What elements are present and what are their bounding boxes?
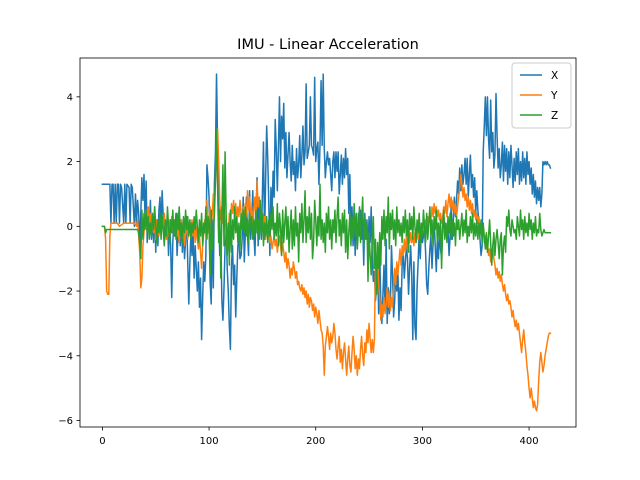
y-tick-label: 0 <box>67 222 73 233</box>
y-tick-label: −6 <box>58 416 73 427</box>
legend-label-y: Y <box>550 90 558 102</box>
y-axis: −6 −4 −2 0 2 4 <box>58 92 80 427</box>
series-line-x <box>101 73 552 351</box>
legend-label-z: Z <box>551 110 558 122</box>
series-line-y <box>101 128 552 412</box>
x-tick-label: 0 <box>99 436 105 447</box>
x-tick-label: 100 <box>200 436 219 447</box>
y-tick-label: −2 <box>58 287 73 298</box>
plot-area-frame <box>79 57 577 428</box>
x-tick-label: 400 <box>520 436 539 447</box>
y-tick-label: 4 <box>67 92 73 103</box>
series-line-z <box>101 128 552 296</box>
chart-title: IMU - Linear Acceleration <box>237 37 419 53</box>
x-tick-label: 300 <box>413 436 432 447</box>
legend: XYZ <box>511 62 572 129</box>
legend-label-x: X <box>551 70 558 82</box>
y-tick-label: 2 <box>67 157 73 168</box>
y-tick-label: −4 <box>58 351 73 362</box>
x-axis: 0 100 200 300 400 <box>99 427 539 447</box>
x-tick-label: 200 <box>306 436 325 447</box>
series-layer <box>101 73 552 412</box>
